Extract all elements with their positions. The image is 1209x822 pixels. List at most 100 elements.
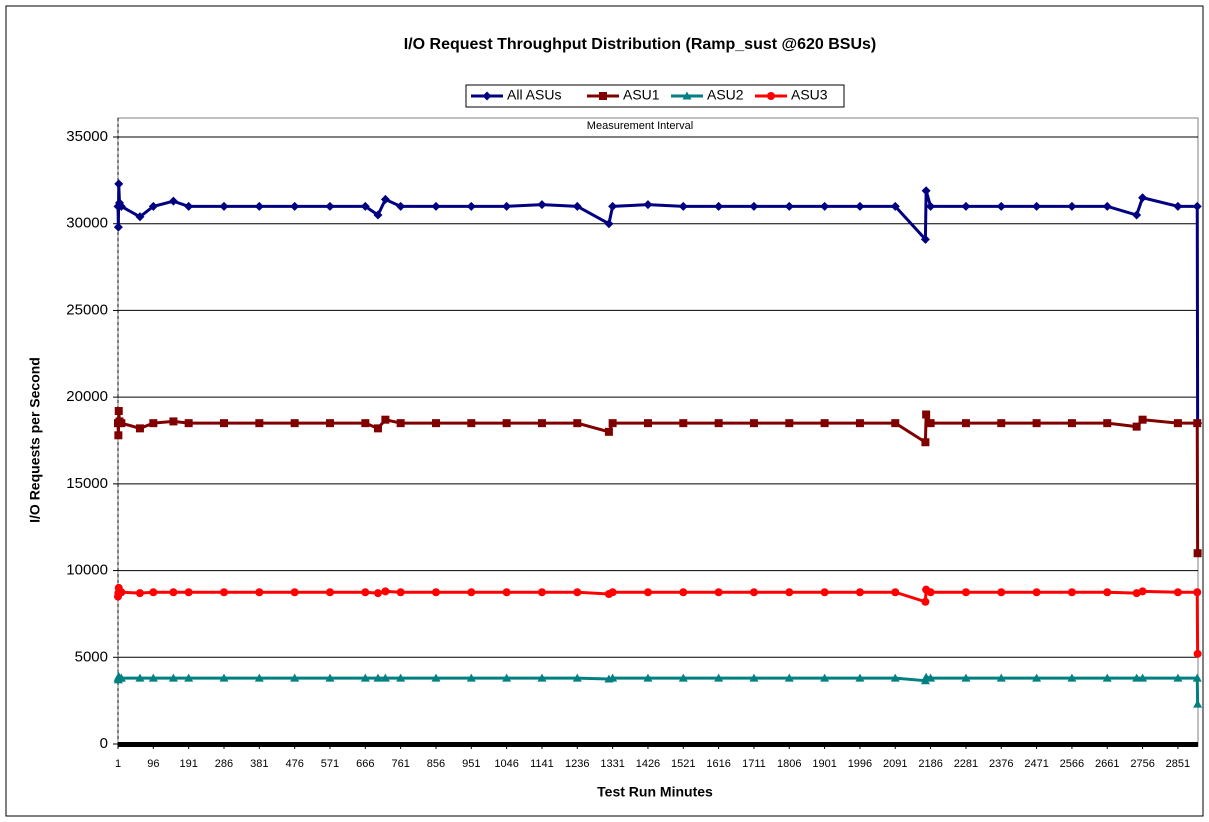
data-point (325, 419, 334, 428)
data-point (749, 588, 758, 597)
data-point (714, 673, 724, 682)
data-point (1138, 587, 1147, 596)
data-point (679, 588, 688, 597)
plot-area (117, 117, 1199, 747)
data-point (820, 673, 830, 682)
data-point (926, 201, 936, 211)
data-point (1032, 201, 1042, 211)
y-tick-label: 25000 (66, 301, 108, 318)
data-point (117, 588, 126, 597)
x-tick-label: 96 (147, 758, 159, 770)
data-point (431, 588, 440, 597)
data-point (921, 597, 930, 606)
data-point (373, 210, 383, 220)
x-tick-label: 286 (215, 758, 233, 770)
data-point (922, 410, 931, 419)
data-point (117, 419, 126, 428)
data-point (396, 201, 406, 211)
y-tick-label: 20000 (66, 388, 108, 405)
data-point (1132, 673, 1142, 682)
data-point (290, 201, 300, 211)
data-point (891, 419, 900, 428)
data-point (360, 673, 370, 682)
data-point (891, 588, 900, 597)
data-point (380, 673, 390, 682)
x-tick-label: 1046 (494, 758, 518, 770)
data-point (604, 427, 613, 436)
data-point (431, 201, 441, 211)
data-point (325, 588, 334, 597)
data-point (1193, 549, 1202, 558)
data-point (678, 673, 688, 682)
data-point (361, 588, 370, 597)
data-point (926, 419, 935, 428)
data-point (169, 417, 178, 426)
data-point (573, 419, 582, 428)
data-point (467, 419, 476, 428)
y-tick-label: 10000 (66, 562, 108, 579)
data-point (996, 201, 1006, 211)
y-tick-label: 15000 (66, 475, 108, 492)
data-point (169, 588, 178, 597)
data-point (1192, 201, 1202, 211)
data-point (1103, 588, 1112, 597)
data-point (219, 588, 228, 597)
data-point (997, 588, 1006, 597)
data-point (255, 588, 264, 597)
data-point (608, 673, 618, 682)
data-point (572, 201, 582, 211)
x-tick-label: 1806 (777, 758, 801, 770)
data-point (502, 419, 511, 428)
x-tick-label: 856 (427, 758, 445, 770)
data-point (219, 419, 228, 428)
data-point (537, 200, 547, 210)
legend-marker (599, 92, 607, 100)
data-point (184, 419, 193, 428)
data-point (996, 673, 1006, 682)
x-tick-label: 1901 (812, 758, 836, 770)
x-tick-label: 2376 (989, 758, 1013, 770)
x-tick-label: 1616 (706, 758, 730, 770)
x-tick-label: 2186 (918, 758, 942, 770)
data-point (219, 673, 229, 682)
x-tick-label: 1236 (565, 758, 589, 770)
data-point (396, 419, 405, 428)
x-tick-label: 1711 (742, 758, 766, 770)
data-point (572, 673, 582, 682)
x-tick-label: 1 (115, 758, 121, 770)
y-tick-label: 0 (100, 735, 108, 752)
annotation: Measurement Interval (587, 120, 693, 132)
y-axis-label: I/O Requests per Second (27, 357, 43, 523)
data-point (784, 673, 794, 682)
data-point (678, 201, 688, 211)
x-tick-label: 666 (356, 758, 374, 770)
data-point (373, 673, 383, 682)
data-point (1103, 419, 1112, 428)
data-point (1102, 673, 1112, 682)
data-point (1032, 588, 1041, 597)
data-point (537, 419, 546, 428)
data-point (1032, 419, 1041, 428)
data-point (1102, 201, 1112, 211)
x-axis-band (118, 742, 1198, 747)
data-point (184, 673, 194, 682)
data-point (926, 588, 935, 597)
data-point (148, 673, 158, 682)
x-tick-label: 381 (250, 758, 268, 770)
data-point (290, 419, 299, 428)
data-point (149, 419, 158, 428)
data-point (749, 201, 759, 211)
data-point (1173, 673, 1183, 682)
data-point (643, 588, 652, 597)
data-point (1032, 673, 1042, 682)
data-point (1132, 210, 1142, 220)
data-point (381, 587, 390, 596)
data-point (921, 186, 931, 196)
data-point (116, 201, 126, 211)
data-point (361, 419, 370, 428)
legend-marker (682, 91, 692, 100)
data-point (643, 673, 653, 682)
data-point (961, 201, 971, 211)
data-point (679, 419, 688, 428)
data-point (431, 419, 440, 428)
